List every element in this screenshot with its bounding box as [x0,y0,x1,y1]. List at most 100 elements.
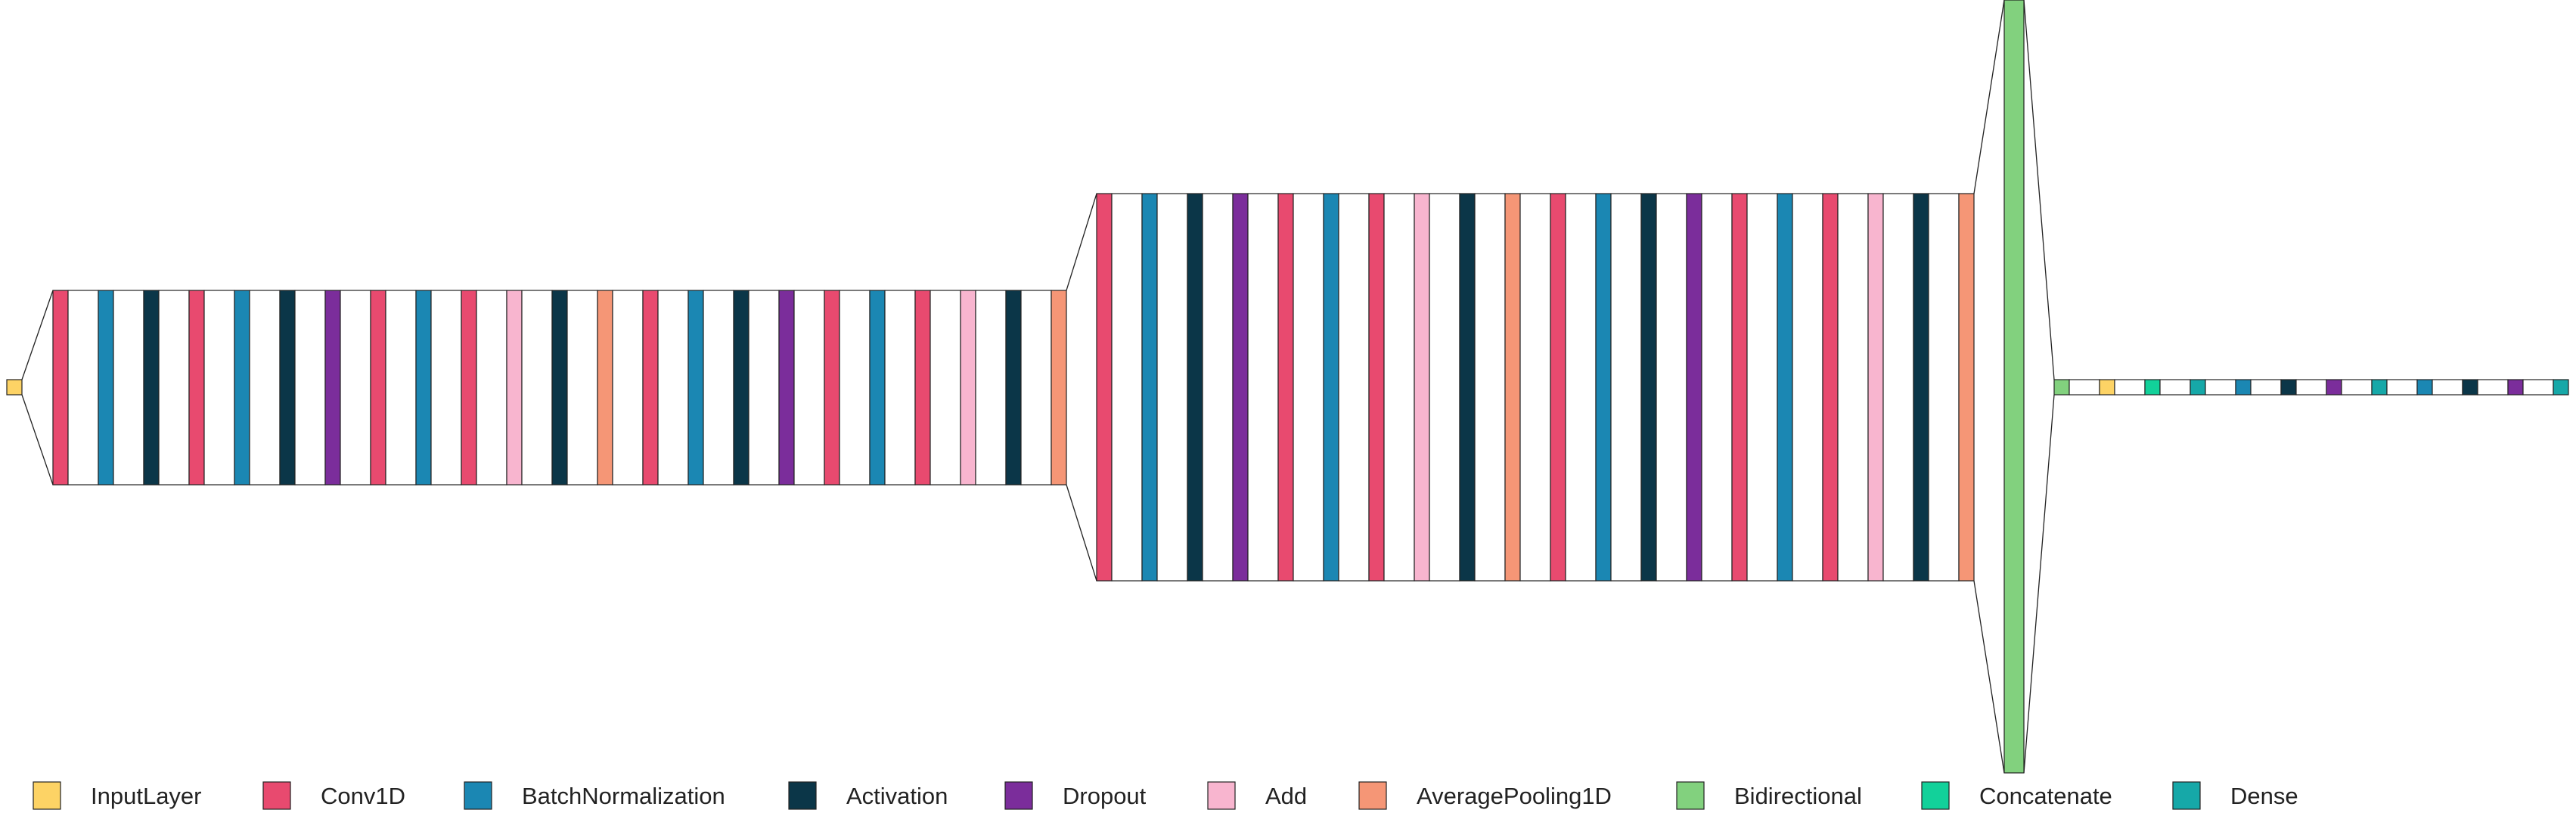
legend-label-add: Add [1265,783,1307,809]
head-stage-spacer-9 [2432,379,2463,396]
stage-1-conv1-d-block-8 [370,290,386,486]
stage-2-average-pooling1-d-block-20 [1958,193,1975,582]
legend-label-dropout: Dropout [1063,783,1147,809]
connector-recurrent-stage-to-head-stage-bottom [2023,394,2055,774]
stage-1-add-block-11 [506,290,523,486]
stage-2-spacer-11 [1565,193,1597,582]
stage-2-spacer-10 [1519,193,1551,582]
legend: InputLayer Conv1D BatchNormalization Activa… [33,781,2298,810]
head-stage-spacer-6 [2295,379,2327,396]
stage-1-activation-block-3 [143,290,160,486]
legend-label-bidirectional: Bidirectional [1734,783,1862,809]
stage-2-spacer-13 [1656,193,1687,582]
legend-swatch-conv1-d [262,781,291,810]
head-stage-input-layer-block-2 [2099,379,2115,396]
stage-1-batch-normalization-block-19 [869,290,886,486]
stage-2-spacer-3 [1202,193,1234,582]
legend-swatch-batch-normalization [464,781,492,810]
stage-1-conv1-d-block-1 [52,290,69,486]
stage-1-batch-normalization-block-9 [415,290,432,486]
stage-1-conv1-d-block-4 [188,290,205,486]
head-stage-dropout-block-7 [2326,379,2342,396]
head-stage-bidirectional-block-1 [2053,379,2070,396]
recurrent-stage-bidirectional-block-1 [2003,0,2025,774]
legend-swatch-input-layer [33,781,61,810]
connector-input-stage-to-stage-1-bottom [21,394,54,486]
connector-stage-2-to-recurrent-stage-bottom [1973,580,2005,774]
stage-2-spacer-7 [1383,193,1415,582]
stage-1-conv1-d-block-10 [461,290,477,486]
head-stage-dense-block-4 [2190,379,2206,396]
stage-2-conv1-d-block-15 [1731,193,1748,582]
stage-2-spacer-9 [1474,193,1506,582]
layer-blocks [6,0,2569,774]
head-stage-spacer-7 [2341,379,2373,396]
stage-2-dropout-block-4 [1232,193,1249,582]
stage-1-spacer-4 [203,290,235,486]
stage-1-batch-normalization-block-2 [98,290,114,486]
stage-2-activation-block-13 [1640,193,1657,582]
head-stage-spacer-1 [2069,379,2100,396]
stage-1-spacer-15 [703,290,734,486]
legend-label-input-layer: InputLayer [91,783,202,809]
input-stage-input-layer-block-1 [6,379,23,396]
stage-1-spacer-6 [294,290,326,486]
stage-2-batch-normalization-block-16 [1777,193,1793,582]
legend-label-conv1-d: Conv1D [321,783,405,809]
stage-1-conv1-d-block-18 [824,290,840,486]
stage-1-dropout-block-7 [324,290,341,486]
stage-2-spacer-18 [1882,193,1914,582]
stage-2-conv1-d-block-7 [1368,193,1385,582]
head-stage-concatenate-block-3 [2144,379,2161,396]
stage-1-spacer-13 [612,290,644,486]
stage-2-spacer-4 [1247,193,1279,582]
stage-2-spacer-14 [1701,193,1733,582]
connector-stage-2-to-recurrent-stage-top [1973,0,2005,194]
stage-2-activation-block-3 [1187,193,1203,582]
stage-1-spacer-12 [566,290,598,486]
head-stage-spacer-11 [2522,379,2554,396]
legend-swatch-dropout [1004,781,1033,810]
head-stage-spacer-4 [2205,379,2236,396]
head-stage-dense-block-12 [2553,379,2569,396]
head-stage-spacer-2 [2114,379,2146,396]
head-stage-batch-normalization-block-9 [2416,379,2433,396]
head-stage-spacer-5 [2250,379,2282,396]
connector-recurrent-stage-to-head-stage-top [2023,0,2055,380]
legend-swatch-add [1207,781,1236,810]
head-stage-spacer-8 [2386,379,2418,396]
legend-swatch-bidirectional [1676,781,1705,810]
connector-stage-1-to-stage-2-top [1066,193,1097,291]
stage-1-spacer-9 [430,290,462,486]
stage-1-activation-block-12 [551,290,568,486]
stage-1-spacer-22 [1020,290,1052,486]
stage-1-spacer-17 [793,290,825,486]
stage-2-spacer-12 [1610,193,1642,582]
connector-stage-1-to-stage-2-bottom [1066,484,1097,582]
stage-1-activation-block-16 [733,290,750,486]
head-stage-batch-normalization-block-5 [2235,379,2252,396]
legend-label-dense: Dense [2230,783,2298,809]
stage-2-conv1-d-block-5 [1277,193,1294,582]
stage-1-spacer-1 [67,290,99,486]
stage-2-spacer-15 [1746,193,1778,582]
stage-2-add-block-18 [1867,193,1884,582]
stage-1-conv1-d-block-20 [914,290,931,486]
stage-1-spacer-7 [340,290,371,486]
stage-1-spacer-20 [930,290,961,486]
legend-swatch-concatenate [1921,781,1950,810]
stage-1-spacer-16 [748,290,780,486]
stage-2-batch-normalization-block-12 [1595,193,1612,582]
stage-1-dropout-block-17 [778,290,795,486]
stage-2-spacer-6 [1338,193,1370,582]
stage-1-spacer-11 [521,290,553,486]
stage-1-spacer-3 [158,290,190,486]
stage-2-conv1-d-block-11 [1550,193,1566,582]
stage-1-batch-normalization-block-15 [687,290,704,486]
stage-2-spacer-16 [1792,193,1823,582]
head-stage-spacer-3 [2159,379,2191,396]
stage-1-batch-normalization-block-5 [234,290,250,486]
stage-1-spacer-18 [839,290,871,486]
legend-swatch-average-pooling1-d [1358,781,1387,810]
